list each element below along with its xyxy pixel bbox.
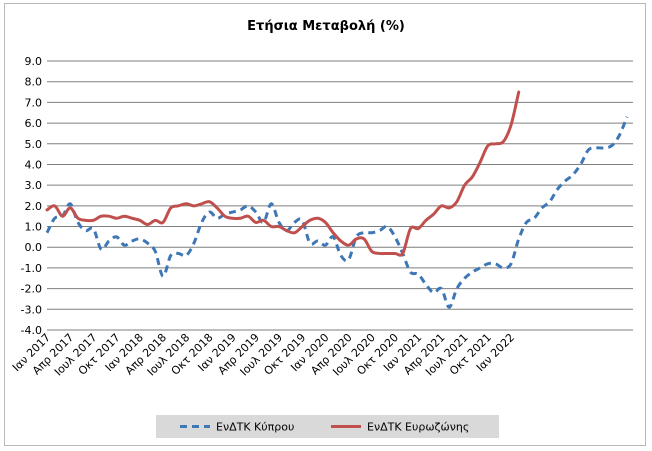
y-tick-label: -1.0 — [21, 262, 42, 275]
y-tick-label: 0.0 — [25, 241, 43, 254]
line-chart: Ετήσια Μεταβολή (%) 9.0 8.0 7.0 6.0 5.0 4.0 3.… — [10, 19, 633, 438]
legend: ΕνΔΤΚ Κύπρου ΕνΔΤΚ Ευρωζώνης — [156, 415, 499, 438]
legend-label-eurozone: ΕνΔΤΚ Ευρωζώνης — [367, 421, 469, 434]
series-line-eurozone — [45, 90, 521, 257]
y-tick-label: 2.0 — [25, 200, 43, 213]
y-tick-label: 4.0 — [25, 158, 43, 171]
legend-label-cyprus: ΕνΔΤΚ Κύπρου — [216, 421, 294, 434]
grid-layer — [47, 60, 633, 331]
y-tick-label: 1.0 — [25, 221, 43, 234]
series-line-cyprus — [45, 116, 629, 309]
y-tick-label: 6.0 — [25, 117, 43, 130]
y-tick-label: -4.0 — [21, 324, 42, 337]
y-tick-label: 9.0 — [25, 55, 43, 68]
y-tick-label: -3.0 — [21, 303, 42, 316]
y-tick-label: 8.0 — [25, 76, 43, 89]
y-tick-label: 5.0 — [25, 138, 43, 151]
chart-frame: Ετήσια Μεταβολή (%) 9.0 8.0 7.0 6.0 5.0 4.0 3.… — [4, 3, 646, 446]
y-tick-label: -2.0 — [21, 283, 42, 296]
chart-title: Ετήσια Μεταβολή (%) — [247, 19, 405, 34]
legend-box — [156, 415, 499, 438]
series-layer — [45, 90, 629, 309]
y-axis-ticks: 9.0 8.0 7.0 6.0 5.0 4.0 3.0 2.0 1.0 0.0 -1.0 -2.0 -3… — [21, 55, 42, 337]
y-tick-label: 3.0 — [25, 179, 43, 192]
y-tick-label: 7.0 — [25, 96, 43, 109]
